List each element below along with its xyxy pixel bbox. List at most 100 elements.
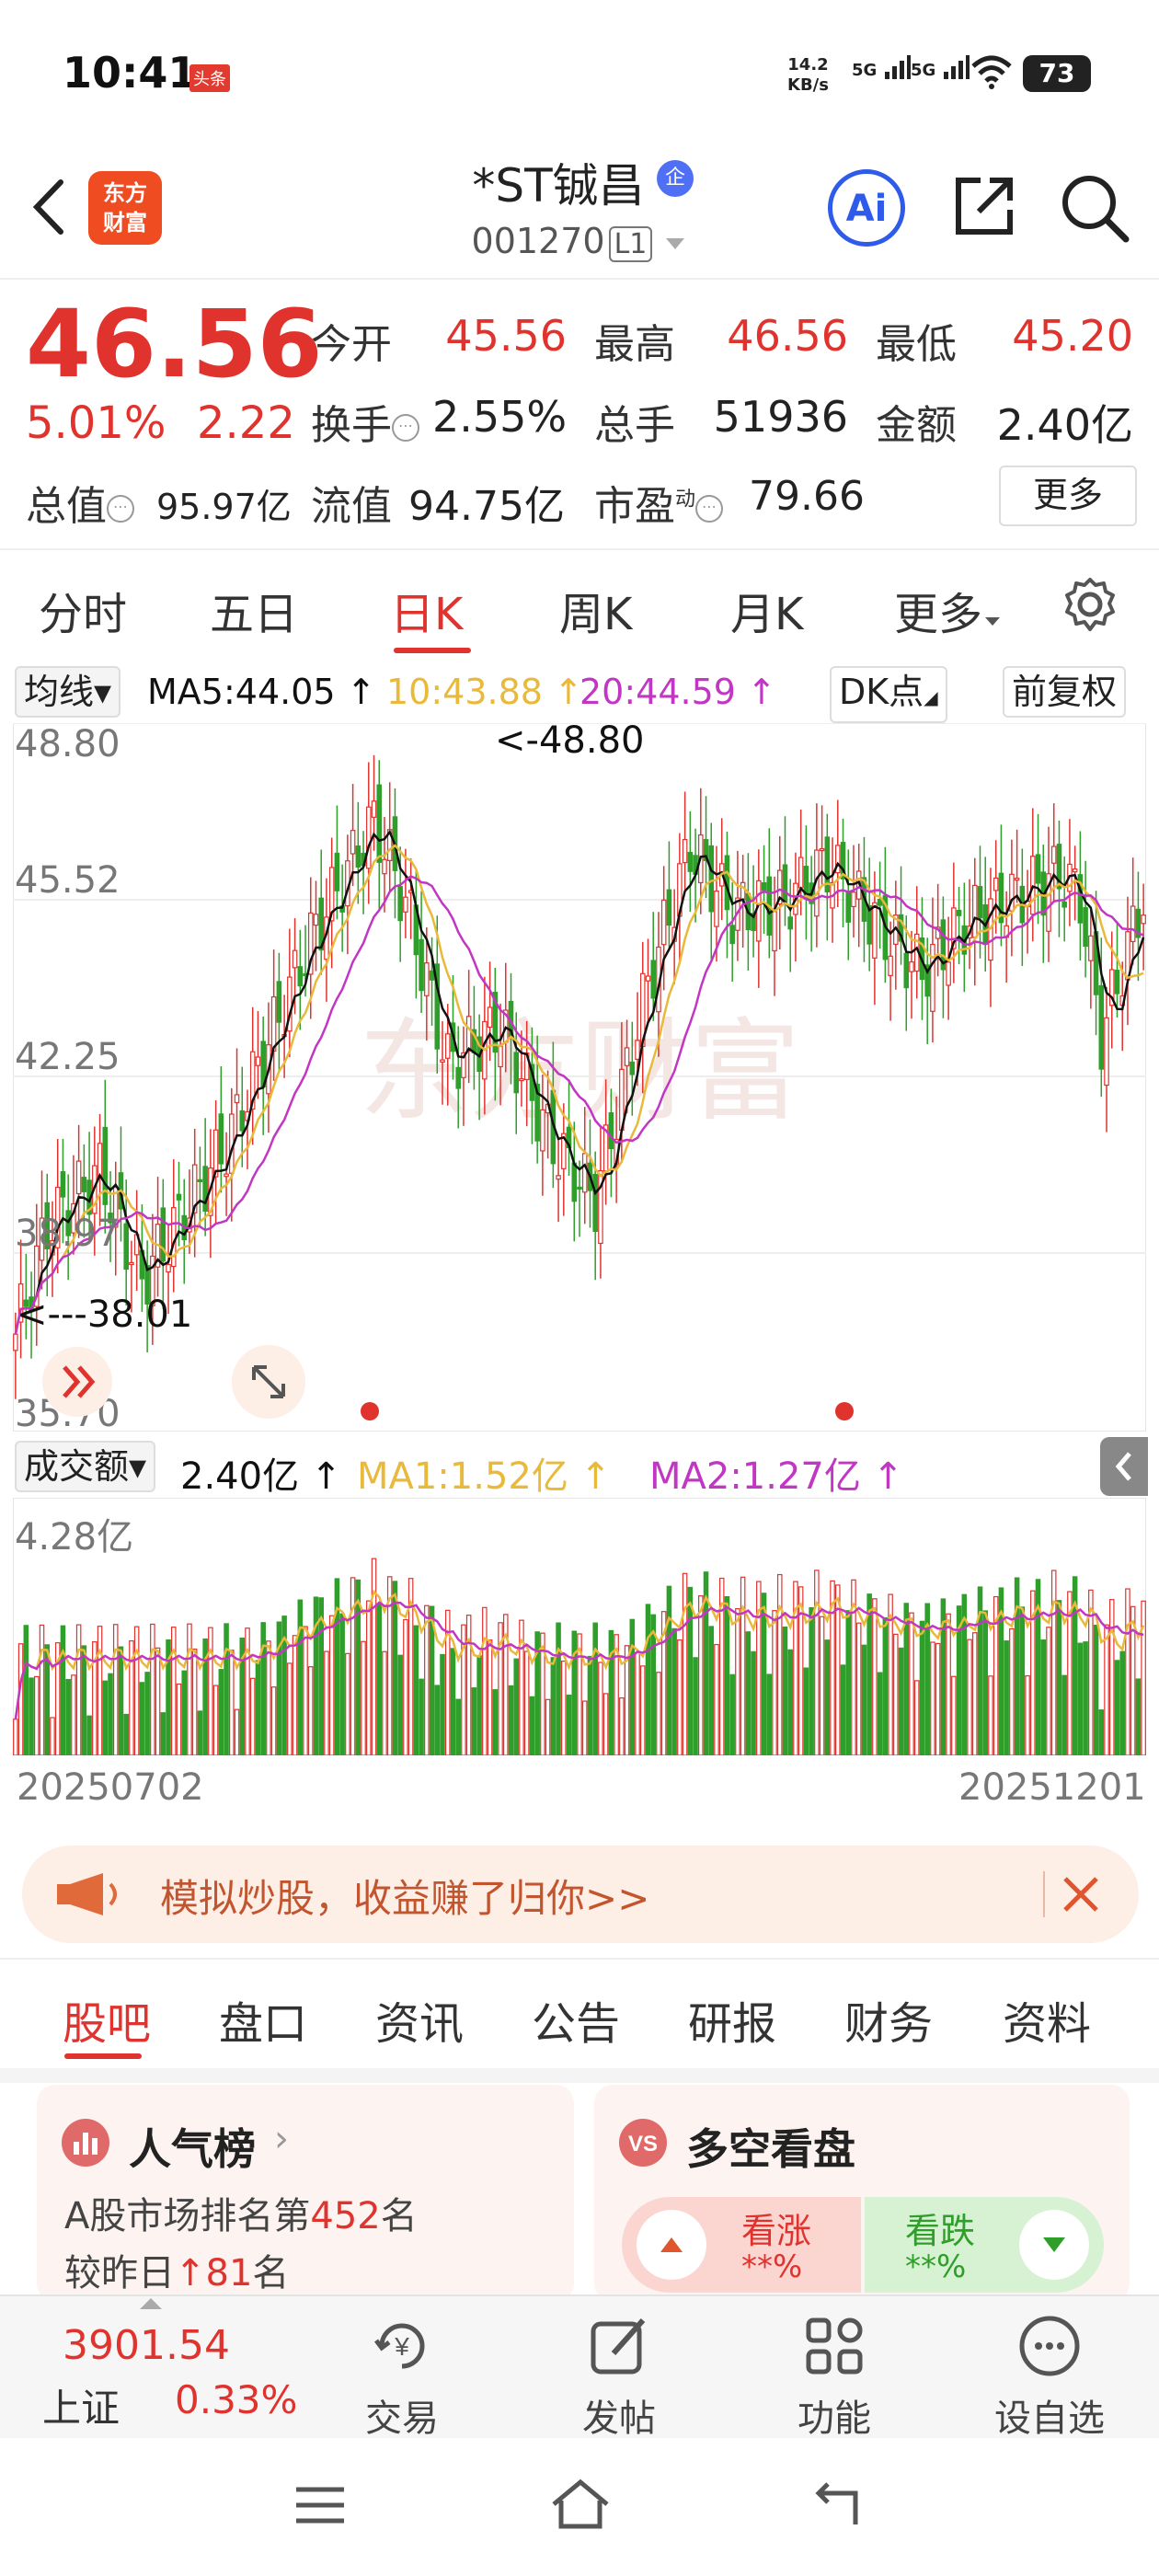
bear-button[interactable]: 看跌 **% <box>865 2197 1104 2293</box>
back-arrow-icon[interactable] <box>26 175 72 239</box>
info-icon[interactable]: ⋯ <box>107 495 134 523</box>
candle-body <box>824 836 831 892</box>
volume-bar <box>766 1673 773 1755</box>
bullbear-card[interactable]: VS 多空看盘 看涨 **% 看跌 **% <box>594 2085 1130 2302</box>
volume-bar <box>835 1584 841 1755</box>
tab-five-day[interactable]: 五日 <box>210 589 299 640</box>
tab-announcements[interactable]: 公告 <box>532 1998 621 2050</box>
dk-point-button[interactable]: DK点◢ <box>830 666 947 723</box>
fullscreen-icon[interactable] <box>232 1345 305 1419</box>
volume-chart[interactable]: 4.28亿 <box>13 1498 1146 1755</box>
candle-body <box>276 981 282 1023</box>
tab-research[interactable]: 研报 <box>688 1998 777 2050</box>
post-label: 发帖 <box>582 2398 656 2440</box>
net-speed: 14.2 KB/s <box>787 55 829 96</box>
volume-bar <box>371 1558 377 1755</box>
candle-body <box>682 839 688 864</box>
adjust-button[interactable]: 前复权 <box>1003 666 1127 718</box>
settings-gear-icon[interactable] <box>1061 576 1119 633</box>
tab-guba[interactable]: 股吧 <box>63 1998 152 2050</box>
ma-selector[interactable]: 均线▾ <box>15 666 121 718</box>
volume-bar <box>1098 1709 1105 1755</box>
volume-selector[interactable]: 成交额▾ <box>15 1441 156 1492</box>
functions-button[interactable]: 功能 <box>765 2294 903 2440</box>
candle-body <box>761 881 767 891</box>
volume-ma1-line <box>14 1589 1145 1719</box>
volume-bar <box>882 1617 889 1755</box>
close-icon[interactable] <box>1060 1873 1102 1915</box>
volume-bar <box>866 1593 872 1755</box>
candle-body <box>635 1040 640 1060</box>
more-button[interactable]: 更多 <box>999 466 1137 526</box>
volume-bar <box>1108 1599 1115 1755</box>
candle-body <box>1114 969 1120 995</box>
post-button[interactable]: 发帖 <box>550 2294 688 2440</box>
expand-left-icon[interactable] <box>42 1347 112 1417</box>
index-name[interactable]: 上证 <box>42 2386 120 2431</box>
candle-body <box>756 880 762 942</box>
volume-bar <box>260 1622 266 1755</box>
candle-body <box>444 1033 451 1059</box>
app-logo[interactable]: 东方 财富 <box>88 171 162 245</box>
collapse-panel-button[interactable] <box>1100 1437 1148 1496</box>
tab-weekly-k[interactable]: 周K <box>559 589 633 640</box>
candle-body <box>571 1162 578 1202</box>
volume-bar <box>429 1605 435 1755</box>
kline-chart[interactable]: 东方财富 48.80 45.52 42.25 38.97 35.70 <-48.… <box>13 723 1146 1432</box>
bear-label: 看跌 <box>905 2211 976 2251</box>
volume-bar <box>1141 1600 1146 1755</box>
candle-body <box>993 877 999 891</box>
volume-bar <box>419 1678 424 1755</box>
volume-bar <box>729 1673 735 1755</box>
candle-body <box>429 970 435 981</box>
candle-body <box>650 960 657 999</box>
index-change[interactable]: 0.33% <box>175 2377 298 2422</box>
back-nav-icon[interactable] <box>809 2478 865 2530</box>
volume-bar <box>656 1672 661 1755</box>
trade-button[interactable]: ¥ 交易 <box>333 2294 471 2440</box>
tab-daily-k[interactable]: 日K <box>390 589 464 640</box>
candle-body <box>598 1169 603 1245</box>
up-arrow-icon: ↑ <box>175 2252 206 2294</box>
chevron-down-icon <box>666 238 685 249</box>
ai-button[interactable]: Ai <box>828 169 905 247</box>
volume-bar <box>492 1689 499 1755</box>
search-icon[interactable] <box>1058 171 1131 245</box>
logo-line-1: 东方 <box>103 180 147 206</box>
volume-bar <box>1077 1642 1084 1755</box>
info-icon[interactable]: ⋯ <box>392 414 419 442</box>
volume-bar <box>803 1667 809 1755</box>
bull-button[interactable]: 看涨 **% <box>622 2197 861 2293</box>
high-label: 最高 <box>594 321 675 368</box>
home-icon[interactable] <box>548 2477 613 2532</box>
share-icon[interactable] <box>949 171 1019 241</box>
volume-bar <box>988 1675 993 1755</box>
volume-bar <box>598 1662 603 1755</box>
tab-news[interactable]: 资讯 <box>375 1998 465 2050</box>
tab-pankou[interactable]: 盘口 <box>219 1998 308 2050</box>
popularity-card[interactable]: 人气榜 › A股市场排名第452名 较昨日↑81名 <box>37 2085 574 2302</box>
tab-finance[interactable]: 财务 <box>844 1998 934 2050</box>
volume-bar <box>1067 1591 1073 1755</box>
stock-code[interactable]: 001270 L1 <box>0 221 1159 262</box>
info-icon[interactable]: ⋯ <box>695 495 724 523</box>
tab-more[interactable]: 更多 <box>894 578 1003 642</box>
volume-value: 51936 <box>713 392 848 442</box>
menu-icon[interactable] <box>293 2482 348 2528</box>
index-value[interactable]: 3901.54 <box>63 2322 230 2369</box>
candle-body <box>946 961 951 986</box>
volume-bar <box>645 1604 651 1755</box>
volume-bar <box>60 1625 66 1755</box>
tab-intraday[interactable]: 分时 <box>39 589 128 640</box>
volume-bar <box>144 1672 150 1755</box>
volume-bar <box>1046 1627 1051 1755</box>
volume-bar <box>1061 1674 1067 1755</box>
tab-profile[interactable]: 资料 <box>1003 1998 1092 2050</box>
volume-bar <box>513 1658 520 1755</box>
add-watchlist-button[interactable]: 设自选 <box>981 2294 1119 2440</box>
ma5-value: MA5:44.05 ↑ <box>147 672 376 712</box>
tab-monthly-k[interactable]: 月K <box>730 589 804 640</box>
promo-banner[interactable]: 模拟炒股，收益赚了归你>> <box>22 1846 1139 1943</box>
volume-bar <box>919 1620 925 1755</box>
volume-bar <box>930 1641 935 1755</box>
